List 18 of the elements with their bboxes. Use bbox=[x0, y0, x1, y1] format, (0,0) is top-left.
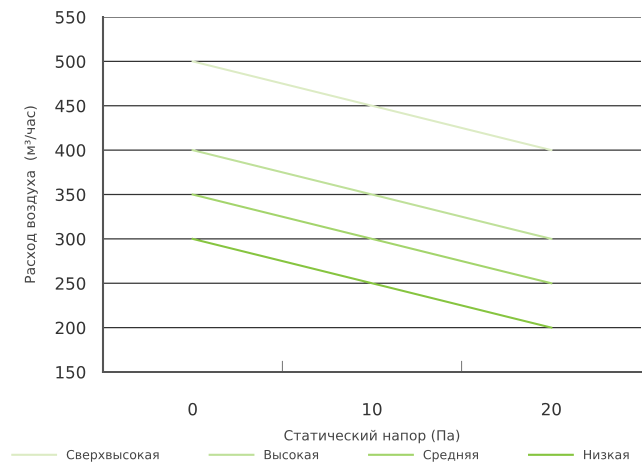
legend-label: Сверхвысокая bbox=[66, 450, 159, 462]
y-tick-label: 450 bbox=[55, 100, 86, 112]
legend-label: Высокая bbox=[264, 450, 318, 460]
x-tick-label: 20 bbox=[542, 402, 561, 416]
legend-label: Низкая bbox=[584, 450, 629, 460]
x-axis-title: Статический напор (Па) bbox=[284, 430, 460, 444]
x-tick-label: 10 bbox=[363, 402, 382, 416]
y-tick-label: 150 bbox=[56, 366, 86, 379]
legend-label: Средняя bbox=[424, 450, 478, 462]
y-axis-title: Расход воздуха (м³/час) bbox=[24, 106, 38, 282]
y-tick-label: 250 bbox=[56, 277, 86, 290]
y-tick-label: 500 bbox=[56, 55, 86, 68]
y-tick-label: 200 bbox=[56, 322, 86, 334]
x-tick-label: 0 bbox=[188, 402, 197, 416]
y-tick-label: 350 bbox=[56, 188, 86, 202]
y-tick-label: 300 bbox=[56, 232, 86, 246]
y-tick-label: 550 bbox=[56, 10, 86, 24]
y-tick-label: 400 bbox=[55, 144, 86, 157]
